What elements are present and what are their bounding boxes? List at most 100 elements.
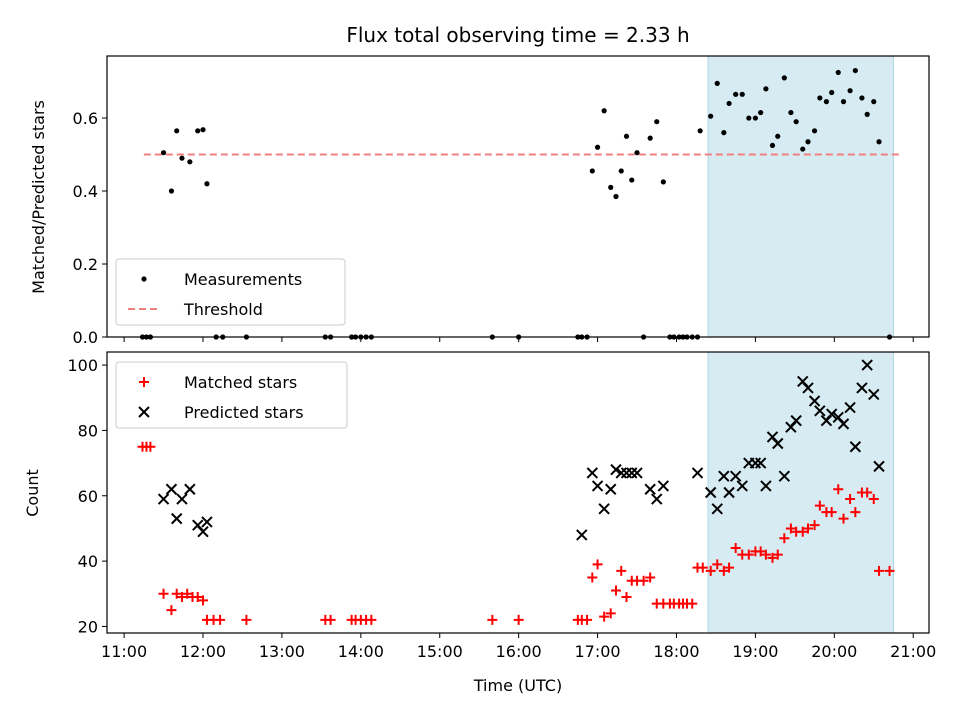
legend-label-threshold: Threshold (183, 300, 263, 319)
predicted-stars-point (723, 486, 735, 499)
predicted-stars-point (176, 493, 188, 505)
predicted-stars-point (610, 463, 622, 476)
measurements-point (200, 127, 206, 133)
y-tick-label: 0.6 (73, 109, 98, 128)
x-tick-label: 19:00 (732, 642, 778, 661)
measurements-point (697, 128, 703, 134)
legend-swatch-predicted-stars (138, 406, 150, 418)
matched-stars-point (621, 592, 632, 603)
matched-stars-point (158, 588, 169, 599)
predicted-stars-point (861, 359, 873, 371)
axes-frame (106, 55, 930, 338)
matched-stars-point (730, 543, 741, 554)
predicted-stars-point (754, 457, 767, 469)
matched-stars-point (845, 494, 856, 505)
measurements-point (613, 193, 619, 200)
matched-stars-point (833, 484, 844, 495)
plot-matched-ratio: 0.0 0.2 0.4 0.6 Measurements Threshold (73, 55, 930, 347)
measurements-point (660, 179, 666, 185)
matched-stars-point (767, 552, 778, 563)
x-tick-label: 17:00 (575, 642, 621, 661)
y-axis-label-ratio: Matched/Predicted stars (29, 100, 48, 294)
predicted-stars-point (201, 516, 213, 528)
measurements-point (805, 139, 811, 145)
matched-stars-point (724, 562, 735, 573)
y-tick-label: 20 (78, 617, 98, 636)
legend-swatch-measurements (141, 276, 147, 282)
measurements-point (769, 142, 776, 149)
predicted-stars-point (868, 388, 880, 401)
measurements-point (204, 181, 210, 187)
y-tick-label: 0.2 (73, 255, 98, 274)
plot-counts: 20 40 60 80 100 11:00 12:00 13:00 14:00 15:00 16:0… (67, 351, 936, 661)
measurements-point (608, 184, 614, 190)
measurements-point (823, 99, 830, 105)
predicted-stars-point (814, 405, 826, 417)
y-tick-label: 60 (78, 487, 98, 506)
matched-stars-point (592, 559, 603, 570)
matched-stars-point (599, 611, 610, 622)
measurements-point (174, 128, 180, 134)
x-tick-label: 20:00 (811, 642, 857, 661)
matched-stars-point (838, 513, 849, 524)
measurements-point (589, 168, 595, 174)
predicted-stars-point (704, 486, 717, 499)
matched-stars-point (874, 565, 885, 576)
measurements-point (746, 115, 752, 121)
y-tick-label: 40 (78, 552, 98, 571)
y-axis-label-count: Count (23, 469, 42, 517)
predicted-stars-point (825, 408, 838, 420)
measurements-point (758, 109, 764, 116)
predicted-stars-point (873, 460, 885, 473)
measurements-point (739, 91, 745, 97)
matched-stars-point (366, 614, 377, 625)
matched-stars-point (610, 585, 621, 596)
x-tick-label: 14:00 (338, 642, 384, 661)
measurements-point (733, 91, 739, 97)
predicted-stars-point (729, 470, 742, 482)
matched-stars-point (487, 614, 498, 625)
matched-stars-point (884, 565, 895, 576)
x-tick-label: 11:00 (101, 642, 147, 661)
measurements-point (601, 108, 607, 114)
measurements-point (763, 86, 769, 92)
predicted-stars-point (790, 414, 802, 427)
predicted-stars-point (837, 418, 850, 430)
measurements-point (160, 150, 167, 156)
predicted-stars-point (651, 493, 663, 505)
predicted-stars-point (760, 480, 772, 492)
predicted-stars-point (802, 382, 814, 394)
measurements-point (829, 89, 835, 96)
matched-stars-point (712, 559, 723, 570)
matched-stars-point (587, 572, 598, 583)
measurements-point (726, 100, 732, 107)
predicted-stars-point (165, 483, 178, 495)
matched-stars-point (697, 562, 708, 573)
measurements-point (811, 128, 818, 134)
x-tick-label: 18:00 (653, 642, 699, 661)
measurements-point (752, 115, 758, 121)
matched-stars-point (809, 520, 820, 531)
legend-label-matched-stars: Matched stars (184, 373, 297, 392)
matched-stars-point (171, 588, 182, 599)
measurements-point (623, 133, 630, 139)
measurements-point (781, 75, 787, 81)
matched-stars-point (779, 533, 790, 544)
x-tick-label: 13:00 (259, 642, 305, 661)
measurements-point (195, 128, 201, 134)
matched-stars-point (772, 549, 783, 560)
predicted-stars-point (778, 470, 791, 482)
measurements-point (852, 67, 858, 74)
x-tick-label: 16:00 (496, 642, 542, 661)
matched-stars-point (605, 608, 616, 619)
measurements-point (708, 113, 714, 119)
predicted-stars-point (576, 529, 588, 541)
measurements-point (618, 168, 624, 174)
predicted-stars-point (711, 503, 723, 515)
measurements-point (775, 133, 781, 139)
matched-stars-point (145, 441, 156, 452)
matched-stars-point (638, 575, 649, 586)
predicted-stars-point (591, 480, 604, 492)
matched-stars-point (166, 605, 177, 616)
measurements-point (179, 155, 185, 161)
